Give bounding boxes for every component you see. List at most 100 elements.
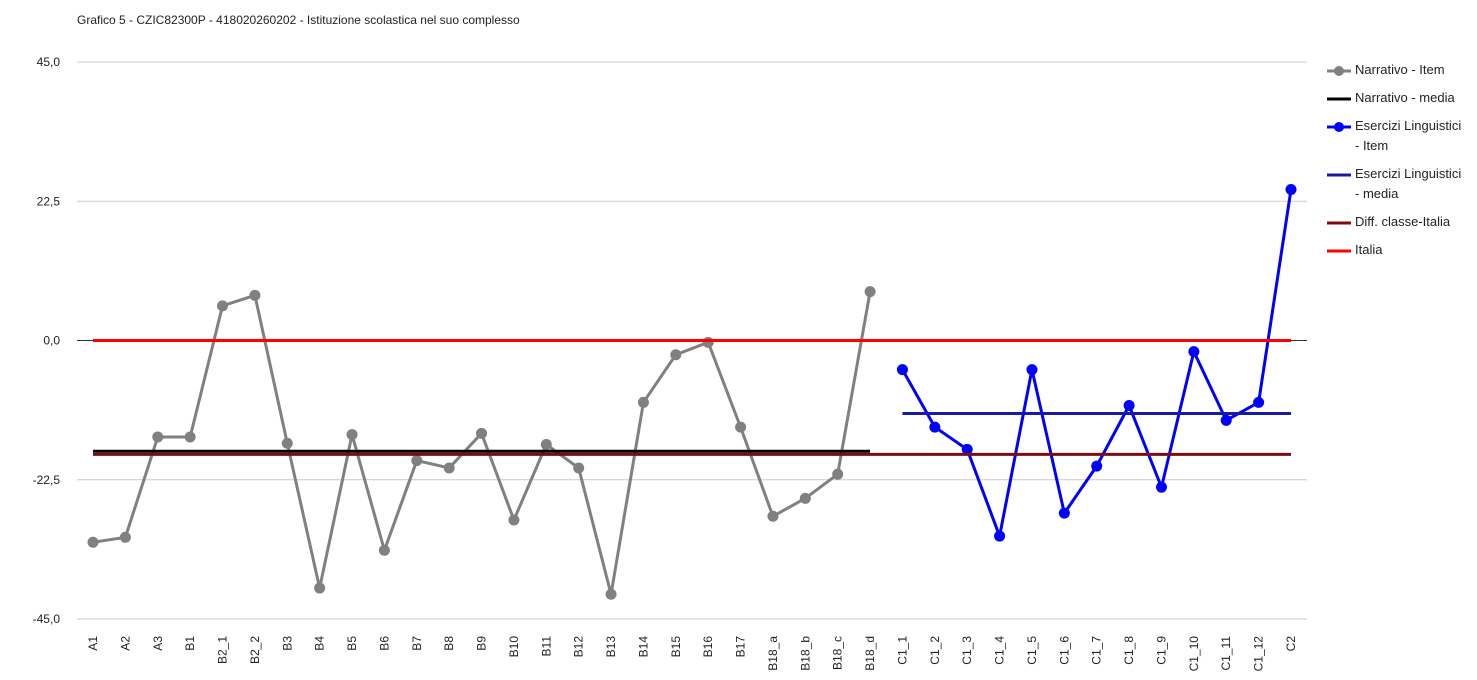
chart-title: Grafico 5 - CZIC82300P - 418020260202 - … — [77, 13, 520, 27]
legend-marker — [1334, 122, 1344, 132]
legend-label: Italia — [1355, 242, 1383, 257]
x-tick-label: B18_d — [863, 636, 877, 671]
point — [896, 364, 908, 376]
y-tick-label: 45,0 — [37, 55, 61, 69]
point — [994, 530, 1006, 542]
legend: Narrativo - Item Narrativo - media Eserciz… — [1325, 62, 1475, 270]
x-tick-label: B8 — [442, 636, 456, 651]
x-tick-label: B17 — [734, 636, 748, 658]
legend-entry: Narrativo - Item — [1325, 62, 1475, 80]
x-tick-label: C1_8 — [1122, 636, 1136, 665]
point — [281, 437, 293, 449]
x-tick-label: B18_b — [798, 636, 812, 671]
x-tick-label: B9 — [475, 636, 489, 651]
x-tick-label: B1 — [183, 636, 197, 651]
series-line — [92, 291, 872, 595]
x-tick-label: B7 — [410, 636, 424, 651]
x-tick-label: C1_9 — [1154, 636, 1168, 665]
x-tick-label: C1_2 — [928, 636, 942, 665]
x-tick-label: B14 — [636, 636, 650, 658]
point — [1155, 481, 1167, 493]
point — [1285, 183, 1297, 195]
series-line — [901, 189, 1293, 542]
point — [670, 349, 682, 361]
legend-entry: Italia — [1325, 242, 1475, 260]
legend-label: Esercizi Linguistici - Item — [1355, 118, 1462, 153]
x-tick-label: B15 — [669, 636, 683, 658]
x-tick-label: C1_6 — [1057, 636, 1071, 665]
point — [929, 421, 941, 433]
x-tick-label: B12 — [572, 636, 586, 658]
point — [1026, 364, 1038, 376]
point — [1188, 346, 1200, 358]
point — [508, 514, 520, 526]
y-tick-label: 22,5 — [37, 194, 61, 208]
legend-entry: Narrativo - media — [1325, 90, 1475, 108]
x-tick-label: C1_7 — [1090, 636, 1104, 665]
x-tick-label: B2_1 — [216, 636, 230, 664]
legend-label: Diff. classe-Italia — [1355, 214, 1451, 229]
legend-label: Narrativo - media — [1355, 90, 1455, 105]
x-tick-label: B5 — [345, 636, 359, 651]
legend-marker — [1334, 66, 1344, 76]
point — [961, 443, 973, 455]
legend-icon — [1327, 122, 1351, 132]
point — [605, 588, 617, 600]
point — [87, 536, 99, 548]
x-tick-label: B18_c — [831, 636, 845, 670]
x-tick-label: C2 — [1284, 636, 1298, 652]
point — [184, 431, 196, 443]
legend-entry: Esercizi Linguistici - Item — [1325, 118, 1475, 156]
x-tick-label: B13 — [604, 636, 618, 658]
point — [443, 462, 455, 474]
x-tick-label: B11 — [539, 636, 553, 657]
point — [1091, 460, 1103, 472]
point — [1253, 396, 1265, 408]
y-tick-label: -45,0 — [33, 612, 61, 626]
x-tick-label: C1_1 — [895, 636, 909, 665]
x-tick-label: B2_2 — [248, 636, 262, 664]
x-tick-label: A3 — [151, 636, 165, 651]
point — [314, 582, 326, 594]
point — [540, 438, 552, 450]
point — [573, 462, 585, 474]
point — [1220, 414, 1232, 426]
x-tick-label: B18_a — [766, 636, 780, 671]
x-tick-label: B10 — [507, 636, 521, 658]
x-tick-label: C1_4 — [993, 636, 1007, 665]
point — [767, 510, 779, 522]
legend-icon — [1327, 249, 1351, 253]
legend-label: Esercizi Linguistici - media — [1355, 166, 1462, 201]
legend-icon — [1327, 97, 1351, 101]
point — [411, 455, 423, 467]
point — [735, 421, 747, 433]
point — [249, 289, 261, 301]
x-tick-label: B16 — [701, 636, 715, 658]
x-tick-label: C1_12 — [1252, 636, 1266, 672]
legend-icon — [1327, 66, 1351, 76]
point — [346, 429, 358, 441]
point — [217, 300, 229, 312]
point — [152, 431, 164, 443]
x-tick-label: B3 — [280, 636, 294, 651]
x-tick-label: B6 — [377, 636, 391, 651]
x-tick-label: A2 — [118, 636, 132, 651]
point — [637, 396, 649, 408]
x-tick-label: C1_3 — [960, 636, 974, 665]
x-tick-label: A1 — [86, 636, 100, 651]
point — [476, 427, 488, 439]
point — [702, 336, 714, 348]
y-tick-label: -22,5 — [33, 473, 61, 487]
x-tick-label: C1_5 — [1025, 636, 1039, 665]
point — [864, 286, 876, 298]
point — [1123, 399, 1135, 411]
legend-icon — [1327, 221, 1351, 225]
point — [378, 544, 390, 556]
x-tick-label: C1_10 — [1187, 636, 1201, 672]
legend-label: Narrativo - Item — [1355, 62, 1445, 77]
x-tick-label: C1_11 — [1219, 636, 1233, 671]
point — [119, 531, 131, 543]
point — [1058, 507, 1070, 519]
